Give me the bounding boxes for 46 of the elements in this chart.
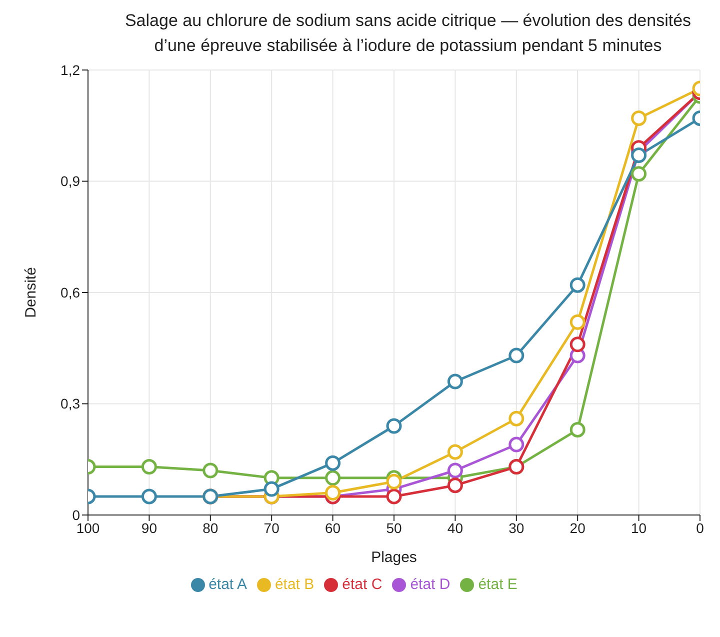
legend-label: état B: [274, 576, 314, 593]
point: [631, 166, 647, 182]
legend-label: état C: [342, 576, 382, 593]
point: [570, 422, 586, 438]
point: [508, 436, 524, 452]
legend-label: état E: [478, 576, 518, 593]
point: [447, 462, 463, 478]
point: [570, 277, 586, 293]
x-tick-label: 80: [202, 520, 218, 536]
point: [447, 374, 463, 390]
point: [386, 418, 402, 434]
point: [631, 148, 647, 164]
point: [325, 470, 341, 486]
point: [570, 336, 586, 352]
point: [141, 488, 157, 504]
legend-label: état D: [410, 576, 450, 593]
x-tick-label: 10: [631, 520, 647, 536]
x-tick-label: 40: [447, 520, 464, 536]
y-tick-label: 0,6: [60, 284, 80, 300]
x-tick-label: 0: [696, 520, 704, 536]
point: [570, 314, 586, 330]
x-tick-label: 50: [386, 520, 402, 536]
x-tick-label: 90: [141, 520, 158, 536]
point: [447, 444, 463, 460]
point: [447, 478, 463, 494]
point: [264, 481, 280, 497]
point: [141, 459, 157, 475]
x-tick-label: 70: [264, 520, 280, 536]
x-axis-title: Plages: [371, 549, 417, 566]
legend-label: état A: [208, 576, 247, 593]
y-axis-title: Densité: [22, 267, 40, 318]
x-tick-label: 60: [325, 520, 341, 536]
y-tick-label: 0,3: [60, 396, 80, 412]
chart-title: Salage au chlorure de sodium sans acide citrique — évolution des densités d’une épreuve stabilisée à l’iodure de potassium pendant 5 minutes: [124, 10, 692, 57]
y-tick-label: 0,9: [60, 173, 80, 190]
point: [325, 455, 341, 471]
point: [202, 462, 218, 478]
point: [508, 348, 524, 364]
y-tick-label: 1,2: [60, 62, 80, 78]
point: [631, 110, 647, 126]
point: [386, 488, 402, 504]
x-tick-label: 20: [570, 520, 586, 536]
point: [325, 485, 341, 500]
x-tick-label: 30: [508, 520, 524, 536]
point: [386, 474, 402, 490]
point: [508, 410, 524, 426]
